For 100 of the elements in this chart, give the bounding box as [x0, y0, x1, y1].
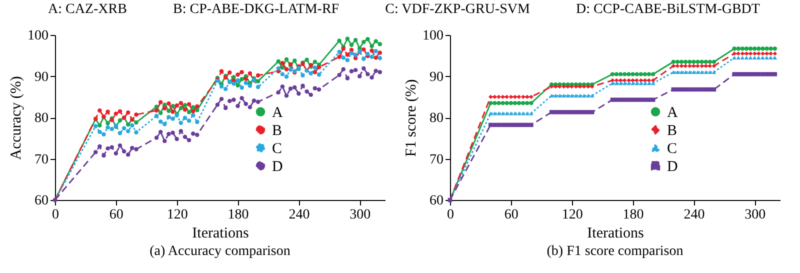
point [504, 122, 509, 128]
point [764, 72, 769, 76]
x-tick-label: 120 [166, 208, 188, 222]
point [679, 60, 684, 64]
point [512, 112, 518, 116]
point [190, 112, 196, 118]
point [370, 54, 374, 59]
point [520, 94, 526, 99]
point [756, 72, 761, 76]
point [357, 74, 362, 78]
point [236, 78, 240, 82]
point [646, 98, 652, 102]
point [488, 100, 493, 106]
point [170, 104, 175, 108]
text: B: CP-ABE-DKG-LATM-RF [173, 2, 340, 19]
point [496, 100, 501, 106]
point [292, 85, 297, 90]
point [228, 70, 232, 75]
point [500, 94, 505, 99]
point [316, 65, 322, 70]
point [166, 108, 171, 114]
point [316, 72, 322, 77]
point [190, 131, 196, 136]
point [374, 68, 378, 74]
point [114, 112, 118, 116]
point [178, 120, 184, 125]
point [349, 51, 354, 56]
point [166, 132, 171, 136]
point [748, 72, 753, 76]
point [280, 60, 285, 66]
point [646, 81, 652, 86]
point [337, 50, 342, 54]
point [772, 46, 778, 51]
x-tick-label: 300 [350, 208, 371, 222]
point [586, 94, 590, 98]
point [190, 105, 196, 110]
point [570, 94, 574, 98]
point [683, 70, 688, 74]
point [772, 51, 778, 56]
point [634, 78, 639, 82]
point [712, 60, 716, 64]
point [134, 120, 138, 125]
point [276, 59, 281, 64]
point [232, 82, 236, 86]
point [110, 126, 114, 132]
point [582, 110, 586, 114]
legend-label: D [272, 158, 283, 175]
point [178, 128, 184, 134]
point [520, 112, 526, 116]
point [570, 110, 574, 114]
y-tick-label: 80 [34, 111, 48, 126]
point [508, 100, 514, 106]
point [688, 60, 692, 64]
point [768, 56, 773, 60]
text: C: VDF-ZKP-GRU-SVM [385, 2, 530, 19]
point [590, 110, 594, 114]
point [106, 125, 110, 130]
point [162, 102, 167, 107]
point [772, 72, 778, 76]
point [574, 94, 578, 98]
point [566, 94, 570, 98]
point [170, 130, 175, 135]
point [248, 71, 252, 76]
legend-label: D [667, 158, 678, 175]
point [186, 118, 192, 123]
point [158, 110, 163, 116]
point [626, 81, 631, 86]
point [756, 46, 761, 51]
point [154, 104, 159, 109]
point [337, 54, 342, 59]
point [626, 72, 631, 76]
point [296, 91, 301, 96]
point [280, 84, 285, 89]
point [178, 100, 184, 106]
point [622, 78, 627, 82]
point [362, 66, 366, 71]
point [98, 144, 102, 148]
point [712, 70, 716, 74]
point [244, 80, 248, 85]
point [496, 112, 501, 116]
point [700, 60, 704, 64]
point [349, 42, 354, 48]
point [618, 72, 623, 76]
point [248, 84, 252, 88]
point [362, 47, 366, 52]
point [630, 81, 635, 86]
point [186, 102, 192, 106]
point [158, 120, 163, 124]
point [308, 71, 313, 76]
point [178, 106, 184, 110]
point [186, 110, 192, 114]
point [223, 106, 228, 110]
point [744, 51, 749, 56]
point [122, 149, 126, 154]
x-tick-label: 180 [622, 208, 644, 222]
point [748, 46, 753, 51]
y-axis-title: F1 score (%) [404, 79, 420, 157]
point [752, 72, 757, 76]
point [650, 78, 656, 82]
point [590, 94, 594, 98]
